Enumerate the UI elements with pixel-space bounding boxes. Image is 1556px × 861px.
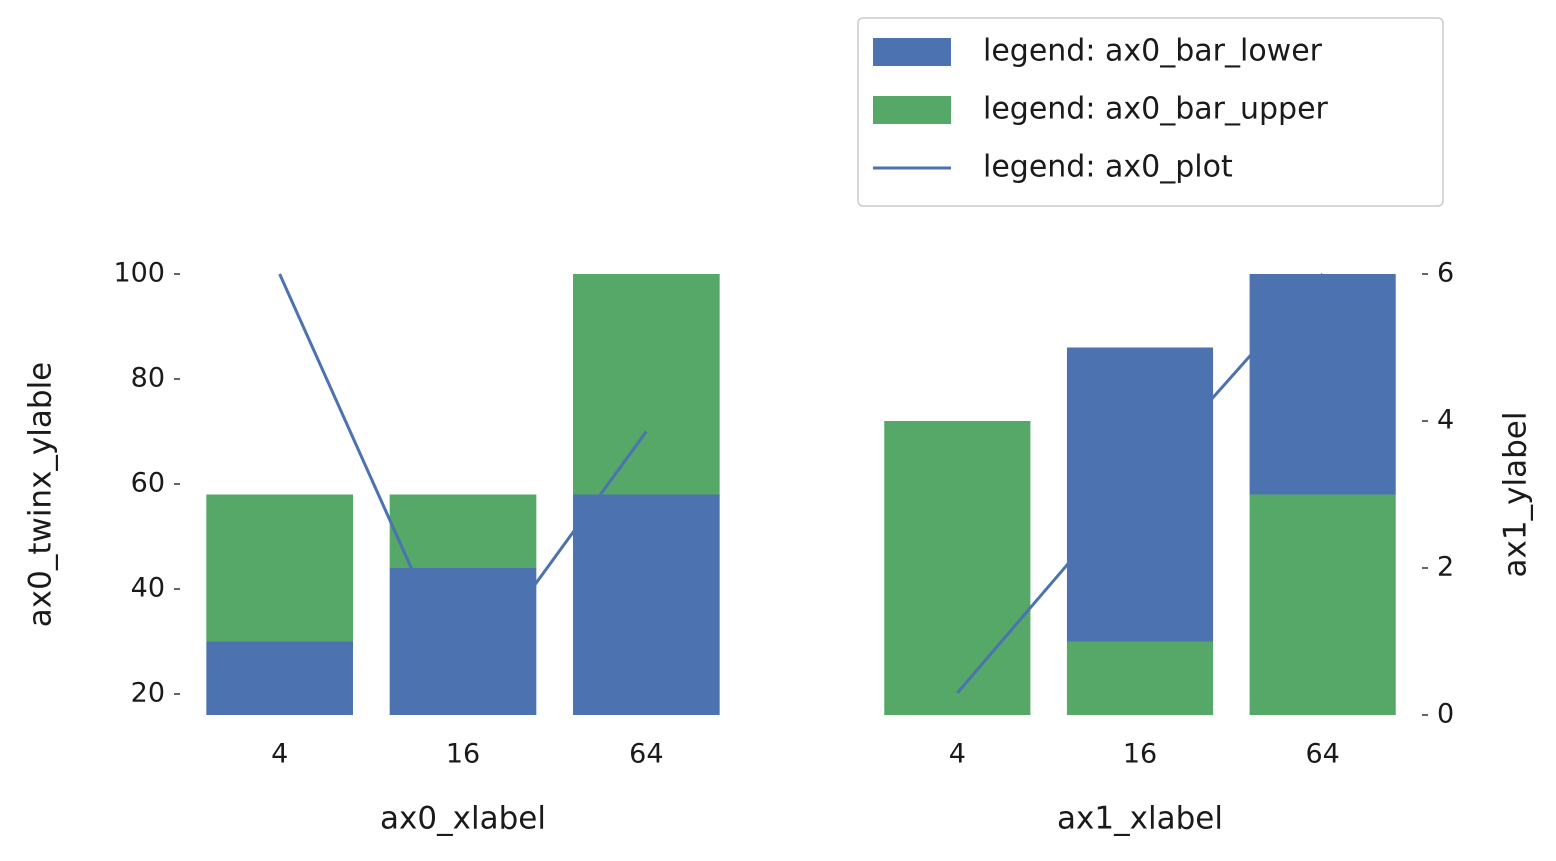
bar [573, 274, 720, 495]
x-tick-label: 16 [446, 739, 480, 770]
bar [1066, 347, 1214, 642]
x-tick-label: 16 [1123, 739, 1157, 770]
y-tick-label: 0 [1437, 699, 1454, 730]
y-tick-label: 2 [1437, 552, 1454, 583]
legend-label: legend: ax0_bar_upper [983, 92, 1329, 127]
y-tick-label: 4 [1437, 405, 1454, 436]
y-axis-label: ax0_twinx_ylable [23, 362, 59, 628]
x-tick-label: 4 [949, 739, 966, 770]
legend-frame [857, 17, 1444, 207]
x-axis-label: ax0_xlabel [380, 801, 546, 837]
bar [1249, 494, 1396, 715]
x-axis-label: ax1_xlabel [1057, 801, 1223, 837]
bar [206, 641, 353, 715]
legend-label: legend: ax0_plot [983, 150, 1233, 185]
y-tick-label: 20 [131, 678, 165, 709]
y-tick-label: 100 [113, 258, 165, 289]
legend-swatch [873, 38, 951, 66]
y-axis-label: ax1_ylabel [1498, 412, 1534, 578]
x-tick-label: 4 [271, 739, 288, 770]
bar [206, 494, 353, 642]
legend: legend: ax0_bar_lower legend: ax0_bar_upp… [857, 17, 1444, 207]
y-tick-label: 60 [131, 468, 165, 499]
bar [573, 494, 720, 715]
plot-area [206, 274, 720, 715]
legend-label: legend: ax0_bar_lower [983, 34, 1323, 69]
y-tick-label: 6 [1437, 258, 1454, 289]
bar [884, 421, 1031, 715]
line [956, 273, 1324, 694]
y-tick-label: 80 [131, 363, 165, 394]
bar [1249, 274, 1396, 495]
bar [389, 568, 537, 715]
x-tick-label: 64 [629, 739, 663, 770]
y-tick-label: 40 [131, 573, 165, 604]
line [278, 273, 648, 687]
bar [1066, 641, 1214, 715]
legend-swatch [873, 96, 951, 124]
plot-area [884, 274, 1396, 715]
x-tick-label: 64 [1305, 739, 1339, 770]
bar [389, 494, 537, 568]
